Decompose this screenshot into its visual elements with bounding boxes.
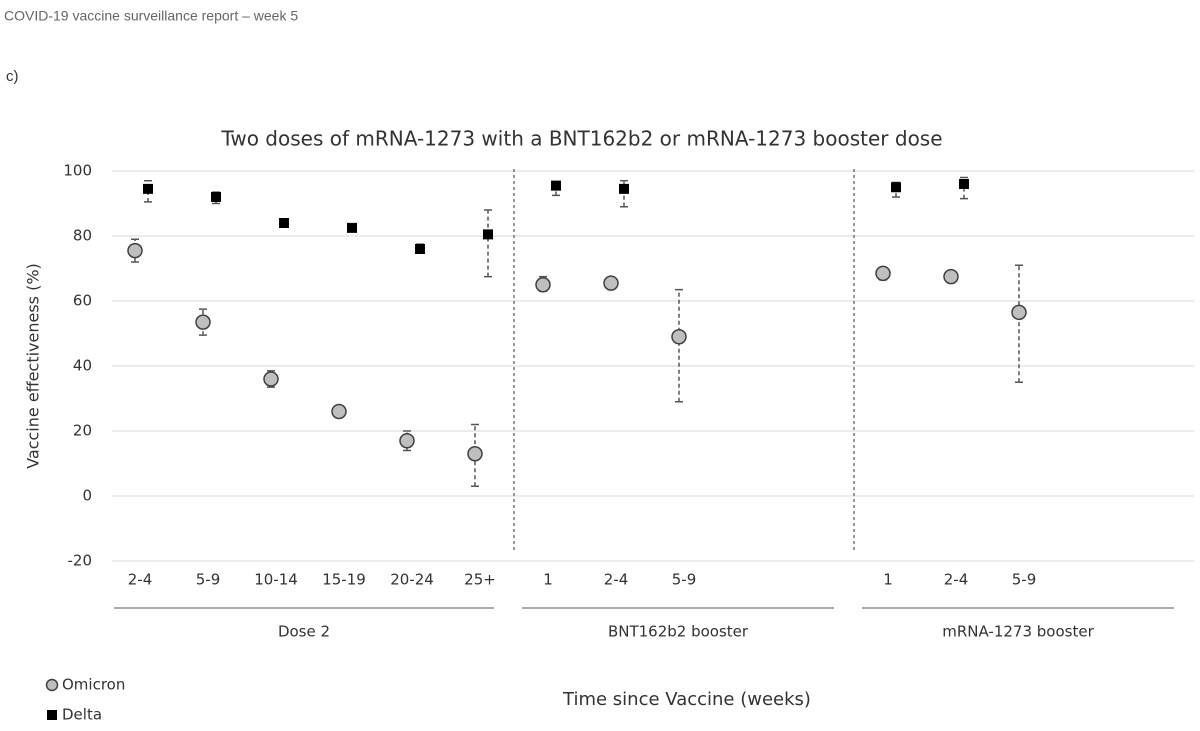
delta-point: [619, 183, 629, 194]
x-tick-label: 5-9: [196, 571, 221, 589]
x-tick-label: 15-19: [322, 571, 366, 589]
omicron-point: [1011, 304, 1027, 321]
x-tick-label: 20-24: [390, 571, 434, 589]
x-axis-title: Time since Vaccine (weeks): [562, 689, 811, 710]
legend-label: Delta: [62, 706, 102, 724]
x-tick-label: 2-4: [944, 571, 969, 589]
omicron-point: [603, 275, 619, 291]
x-tick-label: 1: [543, 571, 553, 589]
group-label: Dose 2: [278, 623, 330, 641]
chart-title: Two doses of mRNA-1273 with a BNT162b2 o…: [220, 127, 942, 151]
delta-point: [347, 222, 357, 233]
group-label: mRNA-1273 booster: [942, 623, 1094, 641]
legend-marker: [47, 710, 57, 720]
x-tick-label: 1: [883, 571, 893, 589]
omicron-point: [263, 371, 279, 387]
omicron-point: [467, 446, 483, 462]
x-tick-label: 5-9: [672, 571, 697, 589]
omicron-point: [331, 403, 347, 420]
group-label: BNT162b2 booster: [608, 623, 749, 641]
panel-label: c): [6, 68, 19, 85]
delta-point: [959, 179, 969, 189]
omicron-point: [127, 242, 143, 259]
y-tick-label: 20: [73, 422, 92, 440]
y-tick-label: 60: [73, 292, 92, 310]
delta-point: [891, 182, 901, 193]
omicron-point: [535, 277, 551, 293]
x-tick-label: 10-14: [254, 571, 298, 589]
y-tick-label: 100: [63, 162, 92, 180]
y-tick-label: -20: [68, 552, 93, 570]
delta-point: [551, 180, 561, 191]
y-tick-label: 0: [82, 487, 92, 505]
y-tick-label: 40: [73, 357, 92, 375]
y-axis-title: Vaccine effectiveness (%): [24, 263, 43, 469]
report-header: COVID-19 vaccine surveillance report – w…: [4, 8, 298, 24]
omicron-point: [399, 433, 415, 449]
delta-point: [483, 229, 493, 240]
omicron-point: [195, 314, 211, 330]
delta-point: [279, 218, 289, 228]
delta-point: [211, 192, 221, 202]
omicron-point: [671, 329, 687, 345]
x-tick-label: 5-9: [1012, 571, 1037, 589]
legend-label: Omicron: [62, 676, 125, 694]
x-tick-label: 2-4: [128, 571, 153, 589]
y-tick-label: 80: [73, 227, 92, 245]
delta-point: [415, 244, 425, 254]
omicron-point: [943, 268, 959, 285]
legend-marker: [45, 678, 59, 692]
x-tick-label: 2-4: [604, 571, 629, 589]
delta-point: [143, 183, 153, 194]
omicron-point: [875, 265, 891, 282]
x-tick-label: 25+: [464, 571, 496, 589]
